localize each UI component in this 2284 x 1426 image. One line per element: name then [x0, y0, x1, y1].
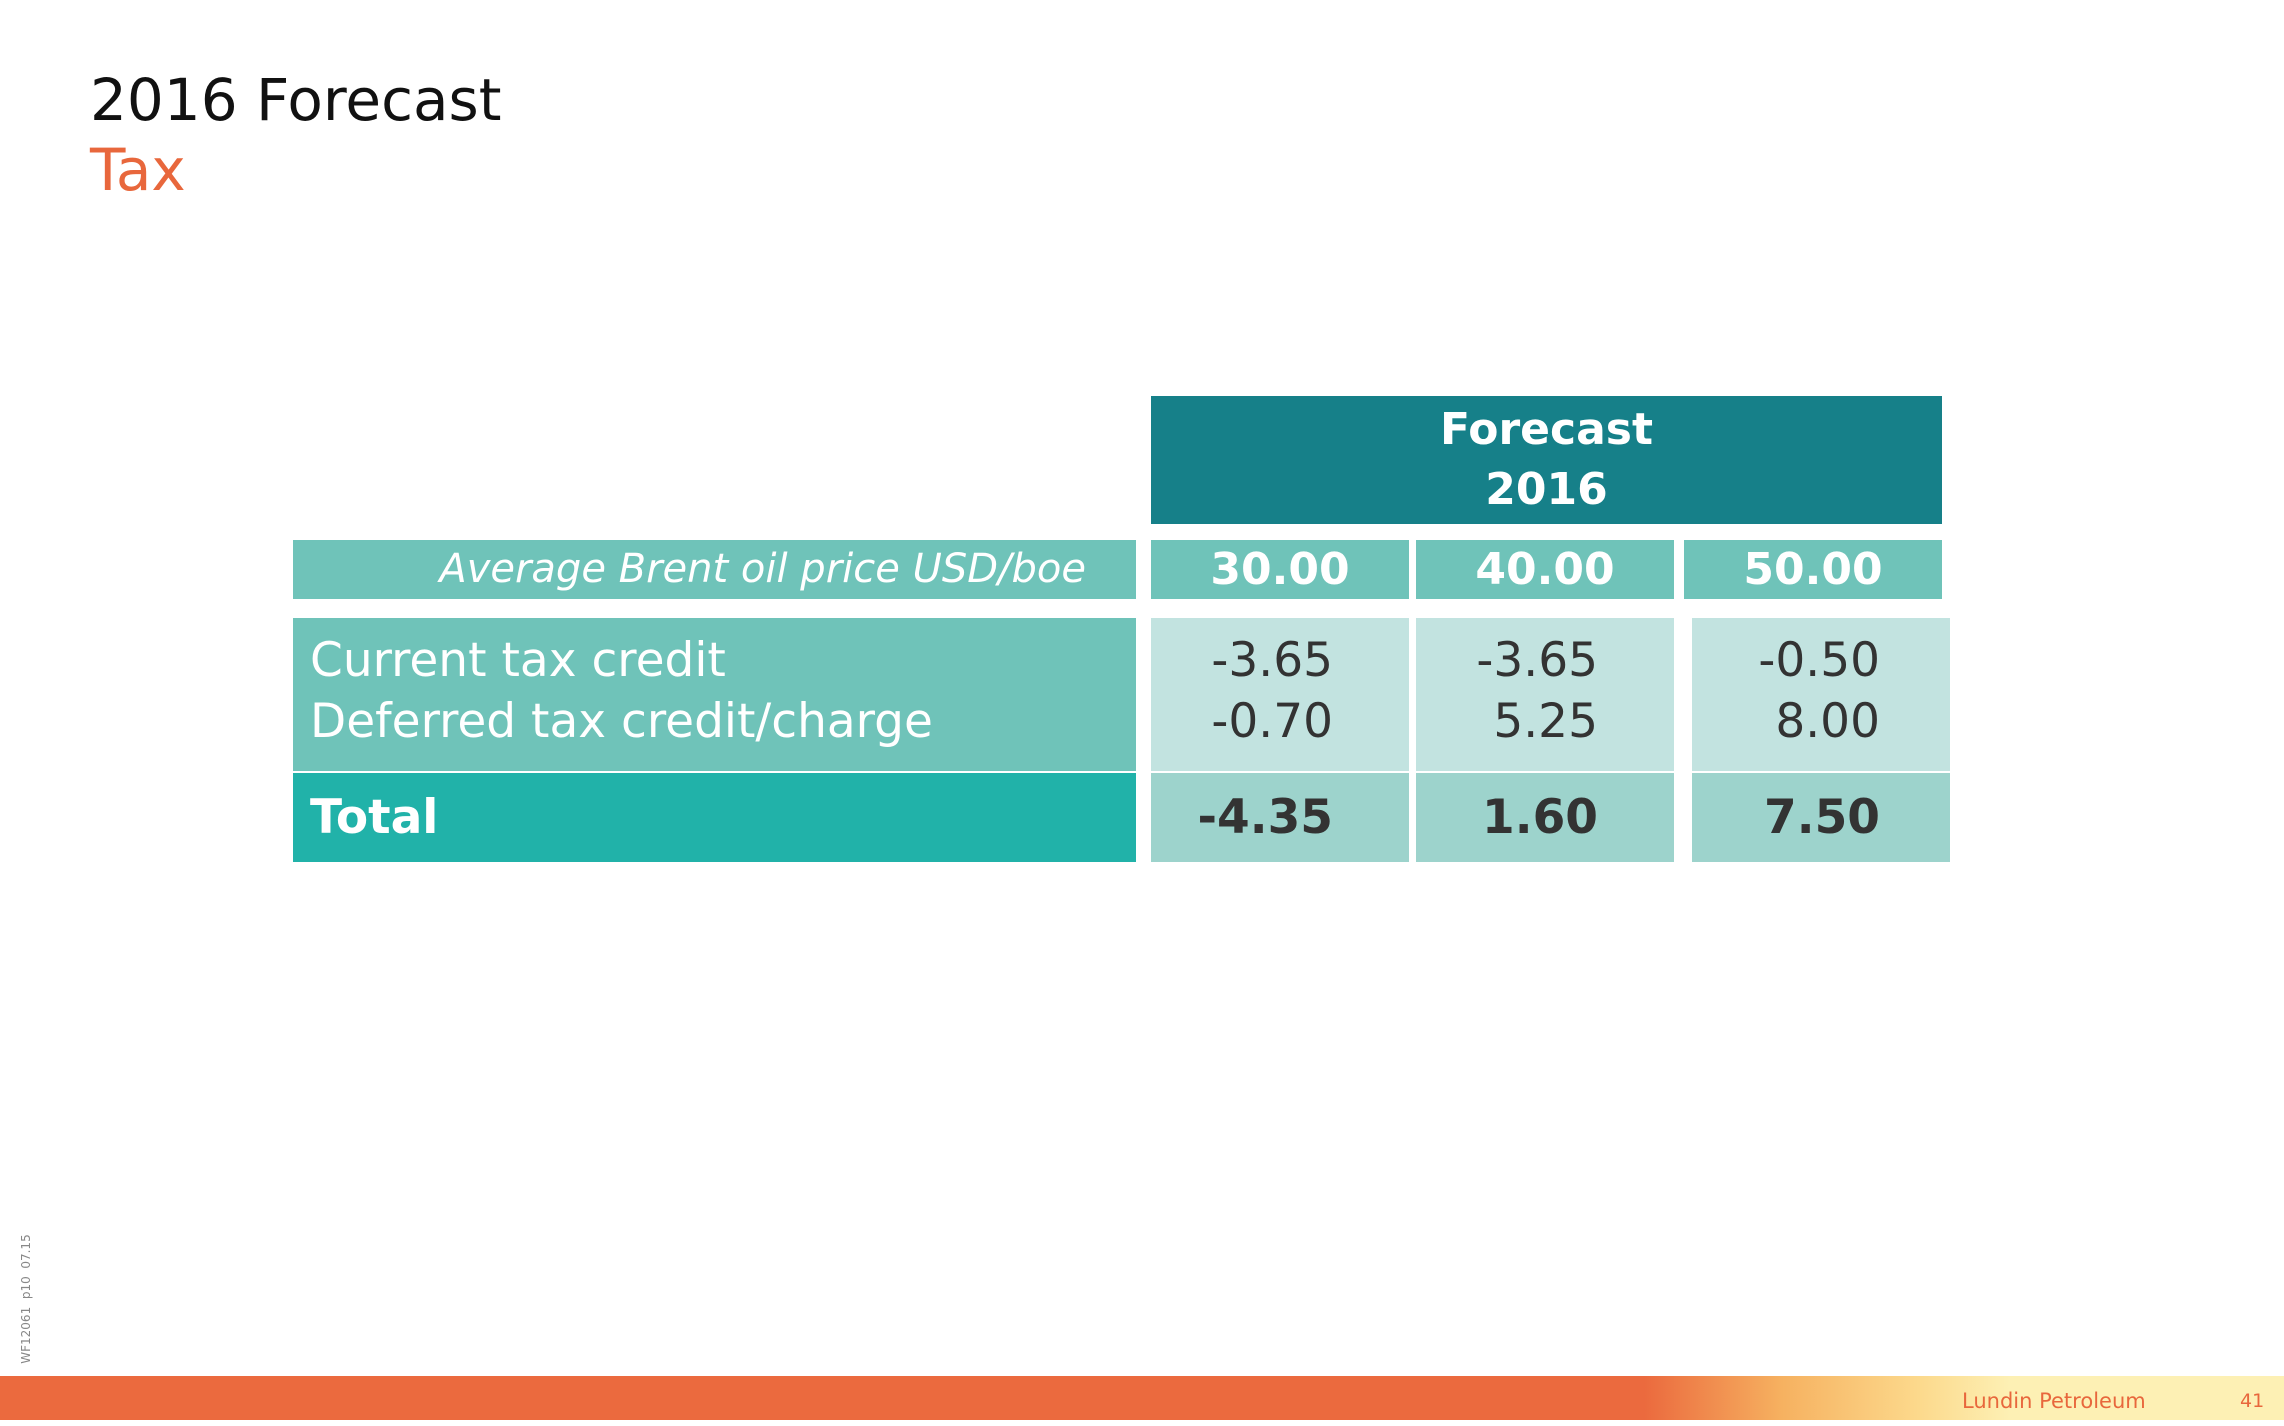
value: -0.50	[1758, 633, 1880, 688]
document-code: WF12061 p10 07.15	[19, 1234, 33, 1364]
row-labels: Current tax credit Deferred tax credit/c…	[293, 618, 1136, 771]
value: 8.00	[1775, 694, 1880, 749]
price-cell: 40.00	[1416, 540, 1674, 599]
value-cell: -0.50 8.00	[1692, 618, 1950, 771]
value: -3.65	[1476, 633, 1598, 688]
price-label: Average Brent oil price USD/boe	[293, 540, 1136, 599]
total-cell: -4.35	[1151, 773, 1409, 862]
table-header: Forecast 2016	[1151, 396, 1942, 524]
total-label: Total	[293, 773, 1136, 862]
value-cell: -3.65 5.25	[1416, 618, 1674, 771]
total-cell: 1.60	[1416, 773, 1674, 862]
row-label: Deferred tax credit/charge	[310, 694, 933, 749]
page-number: 41	[2240, 1390, 2265, 1412]
price-cell: 30.00	[1151, 540, 1409, 599]
price-cell: 50.00	[1684, 540, 1942, 599]
header-line: 2016	[1485, 464, 1608, 515]
header-line: Forecast	[1439, 404, 1654, 455]
value: -3.65	[1211, 633, 1333, 688]
subtitle: Tax	[90, 136, 186, 204]
value: 5.25	[1493, 694, 1598, 749]
total-cell: 7.50	[1692, 773, 1950, 862]
value: -0.70	[1211, 694, 1333, 749]
value-cell: -3.65 -0.70	[1151, 618, 1409, 771]
title: 2016 Forecast	[90, 66, 502, 134]
footer-bar	[0, 1376, 2284, 1420]
company-name: Lundin Petroleum	[1962, 1389, 2146, 1413]
row-label: Current tax credit	[310, 633, 726, 688]
